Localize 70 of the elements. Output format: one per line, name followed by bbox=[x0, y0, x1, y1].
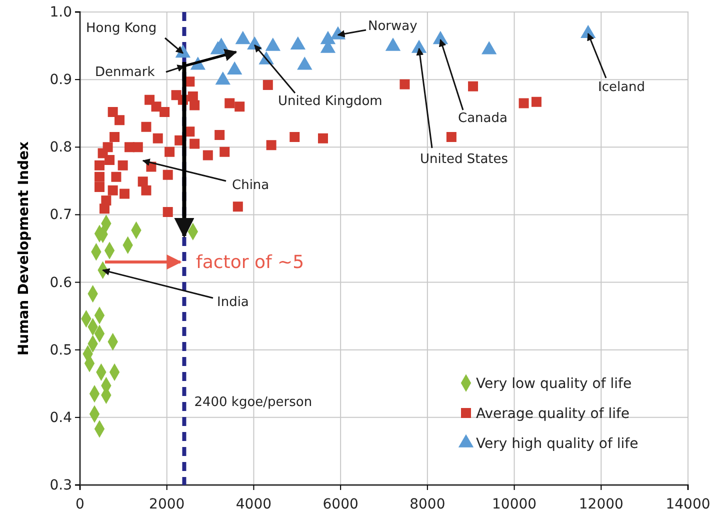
x-tick-label: 0 bbox=[76, 496, 84, 512]
point bbox=[290, 132, 300, 142]
point bbox=[132, 142, 143, 152]
point bbox=[531, 96, 542, 107]
annotation: Canada bbox=[458, 111, 508, 126]
point bbox=[108, 185, 118, 196]
x-tick-label: 14000 bbox=[666, 496, 710, 512]
point bbox=[214, 130, 225, 140]
point bbox=[266, 140, 276, 150]
point bbox=[94, 160, 104, 170]
point bbox=[120, 188, 130, 199]
y-tick-label: 0.3 bbox=[50, 477, 72, 494]
y-tick-label: 0.6 bbox=[50, 274, 72, 291]
point bbox=[141, 122, 152, 132]
x-tick-label: 10000 bbox=[492, 496, 537, 512]
point bbox=[160, 107, 170, 118]
legend-label: Very high quality of life bbox=[476, 436, 638, 452]
point bbox=[400, 79, 410, 90]
annotation: Norway bbox=[368, 19, 418, 34]
point bbox=[111, 172, 122, 182]
point bbox=[162, 170, 173, 180]
annotation: India bbox=[217, 295, 249, 310]
point bbox=[234, 102, 245, 112]
point bbox=[232, 202, 243, 212]
point bbox=[190, 138, 200, 149]
point bbox=[262, 80, 273, 90]
point bbox=[152, 133, 163, 144]
legend-label: Average quality of life bbox=[476, 406, 630, 422]
point bbox=[164, 146, 175, 157]
annotation: factor of ~5 bbox=[196, 252, 304, 274]
y-tick-label: 0.9 bbox=[50, 72, 72, 88]
annotation: Iceland bbox=[598, 80, 646, 95]
legend-label: Very low quality of life bbox=[476, 376, 632, 392]
point bbox=[220, 146, 230, 157]
point bbox=[118, 160, 128, 170]
annotation: China bbox=[232, 178, 270, 193]
point bbox=[318, 133, 328, 144]
point bbox=[518, 98, 529, 108]
point bbox=[99, 204, 110, 214]
x-tick-label: 6000 bbox=[322, 496, 358, 512]
point bbox=[141, 185, 152, 196]
point bbox=[190, 100, 200, 110]
y-tick-label: 0.8 bbox=[50, 140, 72, 156]
x-tick-label: 4000 bbox=[236, 496, 272, 512]
point bbox=[151, 102, 162, 112]
y-tick-label: 0.4 bbox=[50, 410, 72, 426]
x-tick-label: 12000 bbox=[578, 496, 624, 512]
point bbox=[94, 172, 104, 182]
point bbox=[162, 207, 173, 218]
point bbox=[468, 81, 478, 92]
y-tick-label: 0.5 bbox=[50, 342, 72, 358]
point bbox=[94, 182, 104, 192]
y-tick-label: 0.7 bbox=[50, 207, 72, 224]
ref-line-label: 2400 kgoe/person bbox=[194, 395, 312, 410]
y-axis-title: Human Development Index bbox=[16, 141, 32, 356]
point bbox=[114, 115, 125, 126]
point bbox=[138, 176, 148, 187]
point bbox=[224, 98, 235, 108]
point bbox=[202, 150, 213, 160]
annotation: Hong Kong bbox=[86, 21, 157, 36]
x-tick-label: 8000 bbox=[410, 496, 446, 512]
annotation: United States bbox=[420, 152, 508, 167]
y-tick-label: 1.0 bbox=[50, 4, 72, 20]
point bbox=[110, 132, 120, 142]
x-tick-label: 2000 bbox=[149, 496, 185, 512]
point bbox=[108, 107, 118, 118]
point bbox=[104, 154, 115, 165]
annotation: Denmark bbox=[95, 65, 156, 80]
point bbox=[446, 132, 456, 142]
annotation: United Kingdom bbox=[278, 94, 382, 109]
